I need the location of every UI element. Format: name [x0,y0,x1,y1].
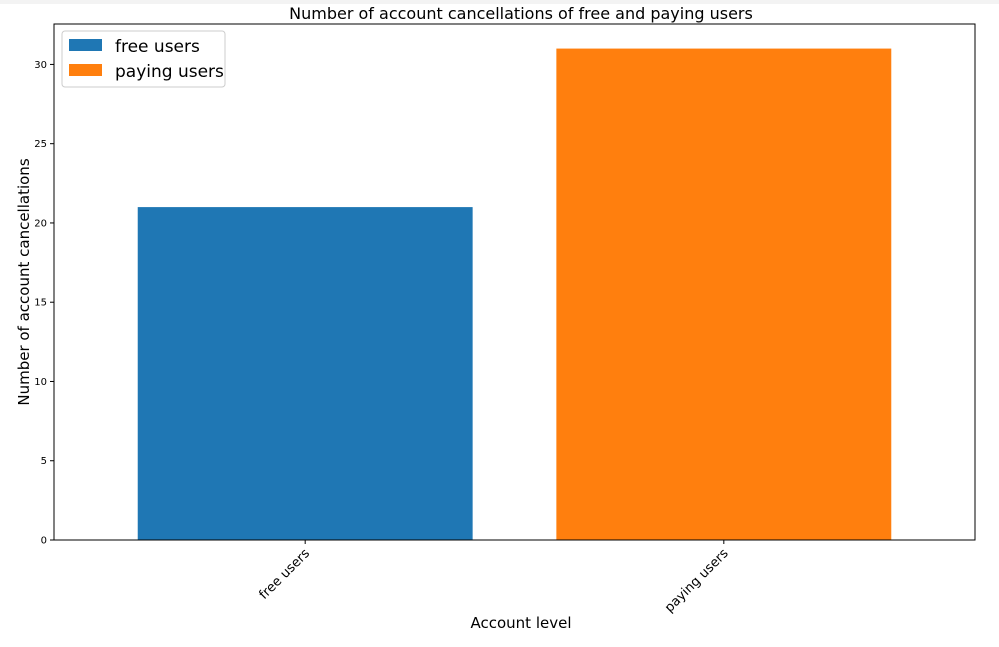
x-tick-label-free-users: free users [257,546,314,603]
plot-area: 0 5 10 15 20 25 30 free users paying users [34,23,976,616]
x-tick-label-paying-users: paying users [662,546,732,616]
legend-label-free-users: free users [115,37,200,57]
legend: free users paying users [61,30,226,88]
bar-paying-users [556,48,892,540]
legend-label-paying-users: paying users [115,62,224,82]
legend-box [61,30,226,88]
y-tick-label: 30 [34,60,47,71]
legend-swatch-paying-users [69,64,102,76]
window-top-strip [0,0,999,4]
bar-free-users [137,207,473,540]
y-tick-label: 10 [34,377,47,388]
x-axis-label: Account level [470,614,571,632]
y-tick-label: 15 [34,298,47,309]
plot-frame [53,23,976,541]
x-axis-ticks: free users paying users [257,540,732,616]
y-tick-label: 20 [34,218,47,229]
y-axis-ticks: 0 5 10 15 20 25 30 [34,60,54,547]
legend-swatch-free-users [69,39,102,51]
y-tick-label: 25 [34,139,47,150]
y-tick-label: 5 [41,456,47,467]
chart-title: Number of account cancellations of free … [289,4,753,23]
y-axis-label: Number of account cancellations [15,158,33,405]
bars [137,48,892,540]
y-tick-label: 0 [41,536,47,547]
